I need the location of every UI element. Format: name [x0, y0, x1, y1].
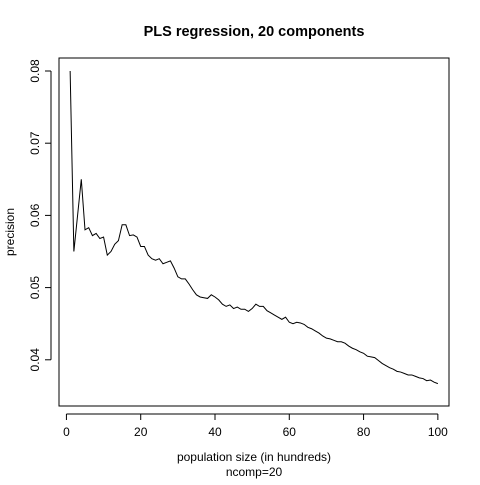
y-tick-label: 0.05: [28, 276, 42, 300]
x-tick-label: 20: [134, 425, 148, 439]
x-tick-label: 40: [208, 425, 222, 439]
y-tick-label: 0.04: [28, 348, 42, 372]
plot-frame: [58, 57, 450, 407]
x-axis-sublabel: ncomp=20: [226, 465, 283, 479]
x-tick-label: 100: [428, 425, 448, 439]
x-tick-label: 60: [283, 425, 297, 439]
series-line: [69, 70, 439, 385]
x-axis-label: population size (in hundreds): [177, 450, 331, 464]
y-axis-label: precision: [3, 208, 17, 256]
chart-title: PLS regression, 20 components: [144, 24, 365, 40]
y-tick-label: 0.08: [28, 59, 42, 83]
y-tick-label: 0.07: [28, 131, 42, 155]
x-tick-label: 80: [357, 425, 371, 439]
y-tick-label: 0.06: [28, 203, 42, 227]
x-tick-label: 0: [63, 425, 70, 439]
